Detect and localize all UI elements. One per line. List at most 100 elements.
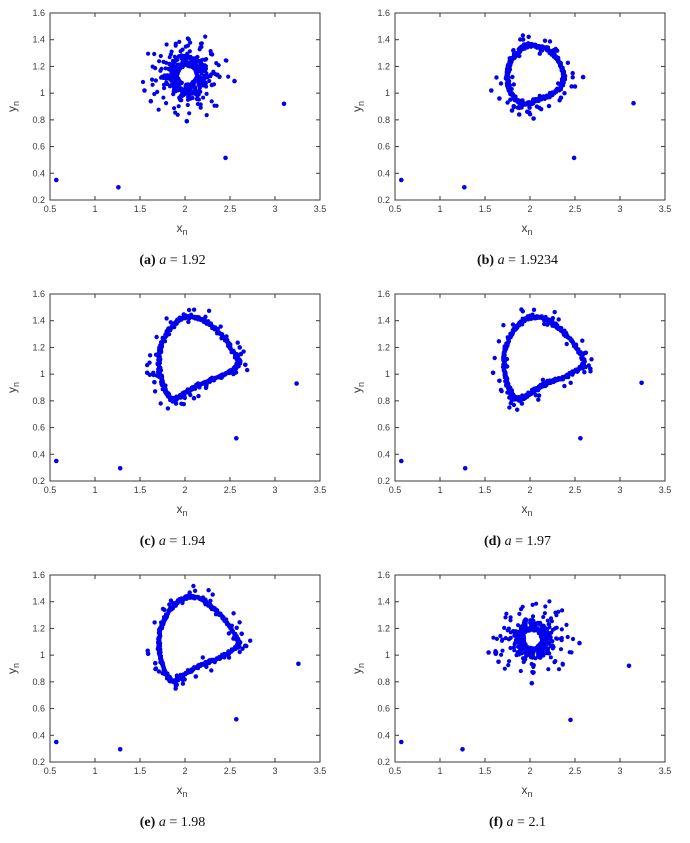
svg-text:0.8: 0.8	[377, 677, 390, 687]
svg-text:xn: xn	[521, 783, 532, 799]
scatter-plot-f: 0.5 1 1.5 2 2.5 3 3.5 0.2 0.4 0.6 0.8 1 1.2 1.4 1.6 xn y…	[350, 570, 671, 799]
svg-text:1.6: 1.6	[32, 289, 45, 299]
svg-text:yn: yn	[350, 101, 366, 112]
svg-text:1.5: 1.5	[479, 485, 492, 495]
scatter-plot-a: 0.5 1 1.5 2 2.5 3 3.5 0.2 0.4 0.6 0.8 1 1.2 1.4 1.6 xn y…	[5, 8, 326, 237]
scatter-plot-d: 0.5 1 1.5 2 2.5 3 3.5 0.2 0.4 0.6 0.8 1 1.2 1.4 1.6 xn y…	[350, 289, 672, 518]
svg-text:1: 1	[40, 650, 45, 660]
svg-text:3.5: 3.5	[314, 766, 327, 776]
svg-text:xn: xn	[176, 502, 187, 518]
svg-text:0.5: 0.5	[389, 204, 402, 214]
svg-text:2: 2	[527, 766, 532, 776]
panel-e-caption: (e) a = 1.98	[140, 808, 205, 843]
caption-index: (e)	[139, 815, 156, 830]
svg-text:1: 1	[40, 88, 45, 98]
svg-text:1.6: 1.6	[377, 289, 390, 299]
svg-text:0.5: 0.5	[389, 766, 402, 776]
svg-text:1.6: 1.6	[32, 570, 45, 580]
svg-text:1.2: 1.2	[32, 61, 45, 71]
svg-text:3: 3	[272, 766, 277, 776]
svg-text:0.8: 0.8	[377, 396, 390, 406]
caption-parameter: a	[504, 534, 512, 549]
svg-text:0.5: 0.5	[44, 485, 57, 495]
svg-text:1.5: 1.5	[134, 766, 147, 776]
svg-text:0.2: 0.2	[377, 476, 390, 486]
svg-text:1: 1	[92, 485, 97, 495]
svg-text:xn: xn	[176, 783, 187, 799]
panel-b: 0.5 1 1.5 2 2.5 3 3.5 0.2 0.4 0.6 0.8 1 1.2 1.4 1.6 xn y…	[345, 0, 690, 281]
svg-text:1.2: 1.2	[377, 623, 390, 633]
svg-text:0.8: 0.8	[32, 396, 45, 406]
scatter-plot-e: 0.5 1 1.5 2 2.5 3 3.5 0.2 0.4 0.6 0.8 1 1.2 1.4 1.6 xn y…	[5, 570, 327, 799]
caption-parameter: a	[159, 253, 167, 268]
svg-text:0.2: 0.2	[377, 195, 390, 205]
panel-f-caption: (f) a = 2.1	[489, 808, 546, 843]
svg-text:0.4: 0.4	[377, 168, 390, 178]
svg-text:1.4: 1.4	[377, 597, 390, 607]
svg-text:0.6: 0.6	[377, 142, 390, 152]
svg-text:0.6: 0.6	[377, 704, 390, 714]
svg-text:1.4: 1.4	[377, 316, 390, 326]
svg-text:3: 3	[272, 485, 277, 495]
svg-text:1: 1	[437, 766, 442, 776]
caption-index: (b)	[476, 253, 495, 268]
caption-value: = 2.1	[517, 815, 546, 830]
svg-text:0.2: 0.2	[32, 757, 45, 767]
svg-text:0.4: 0.4	[32, 168, 45, 178]
caption-value: = 1.94	[169, 534, 206, 549]
svg-text:0.2: 0.2	[32, 476, 45, 486]
svg-text:3: 3	[617, 485, 622, 495]
svg-text:0.4: 0.4	[377, 449, 390, 459]
panel-d: 0.5 1 1.5 2 2.5 3 3.5 0.2 0.4 0.6 0.8 1 1.2 1.4 1.6 xn y…	[345, 281, 690, 562]
caption-index: (d)	[483, 534, 502, 549]
svg-text:1: 1	[92, 204, 97, 214]
caption-index: (c)	[139, 534, 156, 549]
svg-text:3: 3	[617, 204, 622, 214]
svg-text:1: 1	[437, 204, 442, 214]
svg-text:xn: xn	[176, 221, 187, 237]
svg-text:3.5: 3.5	[659, 204, 672, 214]
panel-c: 0.5 1 1.5 2 2.5 3 3.5 0.2 0.4 0.6 0.8 1 1.2 1.4 1.6 xn y…	[0, 281, 345, 562]
svg-text:2.5: 2.5	[224, 766, 237, 776]
caption-parameter: a	[158, 815, 166, 830]
svg-text:3.5: 3.5	[314, 485, 327, 495]
svg-text:1: 1	[92, 766, 97, 776]
svg-text:0.8: 0.8	[32, 115, 45, 125]
panel-d-caption: (d) a = 1.97	[484, 527, 551, 562]
svg-text:2.5: 2.5	[224, 485, 237, 495]
caption-parameter: a	[506, 815, 514, 830]
svg-text:0.5: 0.5	[44, 766, 57, 776]
svg-text:3.5: 3.5	[659, 485, 672, 495]
svg-text:2: 2	[527, 485, 532, 495]
caption-parameter: a	[497, 253, 505, 268]
caption-index: (f)	[489, 815, 504, 830]
svg-text:1.2: 1.2	[32, 623, 45, 633]
svg-text:1.6: 1.6	[32, 8, 45, 18]
svg-text:1.5: 1.5	[479, 766, 492, 776]
svg-text:yn: yn	[5, 382, 21, 393]
svg-text:2: 2	[527, 204, 532, 214]
svg-text:0.6: 0.6	[377, 423, 390, 433]
svg-text:xn: xn	[521, 502, 532, 518]
svg-text:1.2: 1.2	[377, 61, 390, 71]
svg-text:2.5: 2.5	[569, 766, 582, 776]
svg-text:1: 1	[437, 485, 442, 495]
svg-text:1.5: 1.5	[134, 204, 147, 214]
panel-f: 0.5 1 1.5 2 2.5 3 3.5 0.2 0.4 0.6 0.8 1 1.2 1.4 1.6 xn y…	[345, 562, 690, 843]
svg-text:2: 2	[182, 766, 187, 776]
svg-text:1.6: 1.6	[377, 570, 390, 580]
caption-parameter: a	[158, 534, 166, 549]
svg-text:0.2: 0.2	[32, 195, 45, 205]
svg-text:yn: yn	[350, 663, 366, 674]
svg-text:1.5: 1.5	[134, 485, 147, 495]
svg-text:0.6: 0.6	[32, 142, 45, 152]
svg-text:yn: yn	[350, 382, 366, 393]
svg-text:1.2: 1.2	[32, 342, 45, 352]
svg-text:1.4: 1.4	[377, 35, 390, 45]
svg-text:1: 1	[385, 88, 390, 98]
svg-text:2.5: 2.5	[224, 204, 237, 214]
svg-text:0.6: 0.6	[32, 704, 45, 714]
caption-value: = 1.98	[169, 815, 206, 830]
scatter-plot-b: 0.5 1 1.5 2 2.5 3 3.5 0.2 0.4 0.6 0.8 1 1.2 1.4 1.6 xn y…	[350, 8, 672, 237]
